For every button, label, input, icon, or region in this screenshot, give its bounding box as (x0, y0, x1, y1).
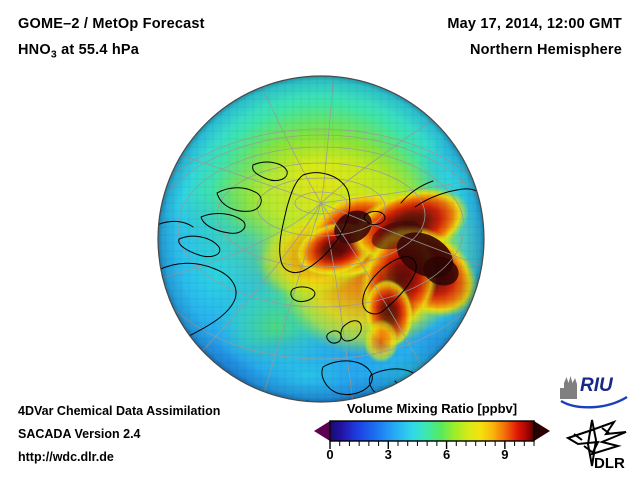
species-label: HNO3 at 55.4 hPa (18, 42, 139, 61)
riu-wordmark: RIU (580, 375, 614, 396)
colorbar-cap-right (534, 421, 550, 441)
colorbar-title: Volume Mixing Ratio [ppbv] (346, 401, 518, 416)
riu-tower-icon (560, 376, 577, 399)
colorbar-cap-left (314, 421, 330, 441)
dlr-wordmark: DLR (594, 455, 625, 472)
riu-logo: RIU (560, 375, 628, 409)
globe-limb-shade (158, 76, 484, 402)
colorbar: Volume Mixing Ratio [ppbv] (310, 401, 554, 473)
orthographic-projection (157, 75, 485, 403)
colorbar-tick-label: 6 (442, 447, 451, 462)
page-title: GOME–2 / MetOp Forecast (18, 16, 205, 32)
colorbar-tick-label: 3 (384, 447, 392, 462)
forecast-timestamp: May 17, 2014, 12:00 GMT (447, 16, 622, 32)
dlr-mark-icon (565, 419, 627, 467)
globe-outline (157, 75, 485, 403)
region-label: Northern Hemisphere (469, 42, 622, 58)
globe-map (157, 75, 485, 403)
colorbar-tick-label: 9 (501, 447, 509, 462)
species-subscript: 3 (50, 48, 57, 61)
colorbar-gradient (314, 420, 550, 449)
dlr-logo: DLR (565, 419, 627, 472)
species-suffix: at 55.4 hPa (56, 42, 140, 58)
footer-line-url[interactable]: http://wdc.dlr.de (18, 450, 114, 464)
colorbar-tick-label: 0 (326, 447, 334, 462)
colorbar-tick-labels: 0 3 6 9 (310, 447, 554, 467)
footer-line-version: SACADA Version 2.4 (18, 427, 141, 441)
species-prefix: HNO (18, 42, 51, 58)
colorbar-ticks (329, 441, 535, 449)
footer-line-assimilation: 4DVar Chemical Data Assimilation (18, 404, 221, 418)
riu-wave-icon (560, 395, 628, 409)
